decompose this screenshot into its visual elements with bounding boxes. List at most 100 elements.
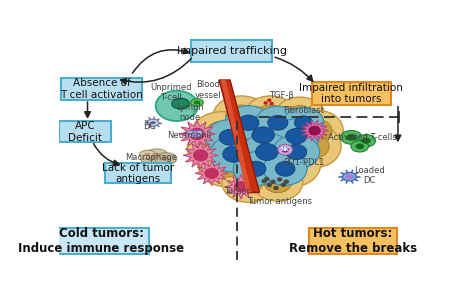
Polygon shape	[179, 120, 215, 148]
Ellipse shape	[139, 150, 155, 159]
Ellipse shape	[304, 119, 332, 142]
Ellipse shape	[191, 132, 199, 136]
Ellipse shape	[268, 132, 302, 158]
Ellipse shape	[273, 119, 319, 154]
Ellipse shape	[238, 115, 259, 130]
Polygon shape	[301, 120, 328, 141]
Ellipse shape	[193, 150, 208, 161]
Ellipse shape	[206, 120, 255, 155]
Ellipse shape	[356, 143, 364, 149]
Text: Blood
vessel: Blood vessel	[195, 80, 221, 100]
Ellipse shape	[264, 102, 267, 104]
Polygon shape	[225, 174, 258, 199]
Ellipse shape	[286, 144, 307, 160]
Ellipse shape	[161, 156, 170, 161]
Ellipse shape	[189, 131, 201, 137]
Ellipse shape	[172, 98, 189, 109]
Ellipse shape	[351, 141, 369, 152]
Ellipse shape	[242, 133, 292, 171]
Text: Impaired infiltration
into tumors: Impaired infiltration into tumors	[300, 83, 403, 104]
Text: Tumor: Tumor	[225, 187, 250, 196]
Text: Unprimed
T-cell: Unprimed T-cell	[151, 83, 192, 102]
Ellipse shape	[191, 112, 254, 154]
Ellipse shape	[246, 161, 266, 176]
FancyBboxPatch shape	[59, 121, 110, 142]
Ellipse shape	[144, 153, 151, 157]
Ellipse shape	[141, 153, 161, 164]
Ellipse shape	[254, 121, 317, 169]
Ellipse shape	[226, 105, 256, 127]
Ellipse shape	[155, 153, 177, 165]
Ellipse shape	[267, 184, 272, 187]
Ellipse shape	[150, 121, 156, 124]
FancyBboxPatch shape	[312, 82, 391, 105]
Polygon shape	[219, 80, 259, 192]
Ellipse shape	[271, 180, 275, 183]
Text: Lack of tumor
antigens: Lack of tumor antigens	[102, 163, 174, 184]
Ellipse shape	[225, 107, 287, 154]
Ellipse shape	[238, 118, 273, 144]
Ellipse shape	[238, 117, 288, 154]
Ellipse shape	[268, 115, 288, 130]
Text: Hot tumors:
Remove the breaks: Hot tumors: Remove the breaks	[289, 227, 417, 255]
Ellipse shape	[194, 100, 201, 105]
Ellipse shape	[300, 135, 329, 158]
Ellipse shape	[275, 161, 295, 176]
Ellipse shape	[256, 105, 285, 127]
Ellipse shape	[259, 107, 319, 154]
Ellipse shape	[275, 97, 325, 135]
FancyBboxPatch shape	[309, 228, 397, 254]
Text: Cold tumors:
Induce immune response: Cold tumors: Induce immune response	[18, 227, 184, 255]
Polygon shape	[195, 161, 228, 186]
Ellipse shape	[187, 127, 244, 170]
Ellipse shape	[222, 162, 275, 202]
Ellipse shape	[255, 106, 301, 139]
Ellipse shape	[288, 125, 341, 168]
Ellipse shape	[346, 134, 356, 141]
Ellipse shape	[187, 130, 194, 134]
FancyBboxPatch shape	[105, 163, 171, 183]
Ellipse shape	[270, 102, 273, 105]
Ellipse shape	[265, 178, 269, 180]
Polygon shape	[183, 142, 219, 169]
Polygon shape	[221, 80, 251, 192]
Text: Neutrophil: Neutrophil	[167, 131, 212, 140]
Ellipse shape	[309, 126, 320, 135]
Ellipse shape	[264, 172, 292, 193]
FancyBboxPatch shape	[61, 78, 142, 100]
FancyBboxPatch shape	[191, 39, 272, 62]
Ellipse shape	[281, 147, 289, 153]
Ellipse shape	[273, 135, 319, 169]
Ellipse shape	[286, 128, 307, 144]
Text: PD1-PDL1: PD1-PDL1	[283, 158, 324, 166]
Ellipse shape	[346, 174, 353, 179]
Ellipse shape	[147, 119, 159, 126]
Ellipse shape	[262, 180, 266, 183]
Ellipse shape	[196, 130, 204, 134]
Ellipse shape	[286, 106, 314, 126]
Ellipse shape	[294, 116, 313, 130]
Ellipse shape	[243, 151, 276, 177]
Text: Macrophage: Macrophage	[125, 153, 177, 162]
Ellipse shape	[230, 141, 289, 188]
Text: Absence of
T cell activation: Absence of T cell activation	[60, 78, 143, 100]
Ellipse shape	[268, 99, 271, 101]
Ellipse shape	[147, 157, 155, 161]
Ellipse shape	[210, 136, 258, 172]
Text: Loaded
DC: Loaded DC	[354, 166, 385, 185]
Ellipse shape	[235, 182, 248, 192]
Ellipse shape	[216, 120, 281, 170]
Ellipse shape	[283, 107, 324, 138]
Text: APC
Deficit: APC Deficit	[68, 121, 102, 142]
Ellipse shape	[206, 121, 240, 145]
Ellipse shape	[205, 168, 219, 178]
Ellipse shape	[264, 142, 320, 187]
Ellipse shape	[225, 106, 272, 140]
Ellipse shape	[341, 131, 362, 144]
Ellipse shape	[213, 96, 269, 136]
Ellipse shape	[230, 132, 266, 159]
Text: Activated T-cells: Activated T-cells	[328, 133, 397, 142]
Ellipse shape	[278, 144, 292, 155]
Ellipse shape	[219, 129, 241, 145]
Ellipse shape	[293, 111, 343, 151]
